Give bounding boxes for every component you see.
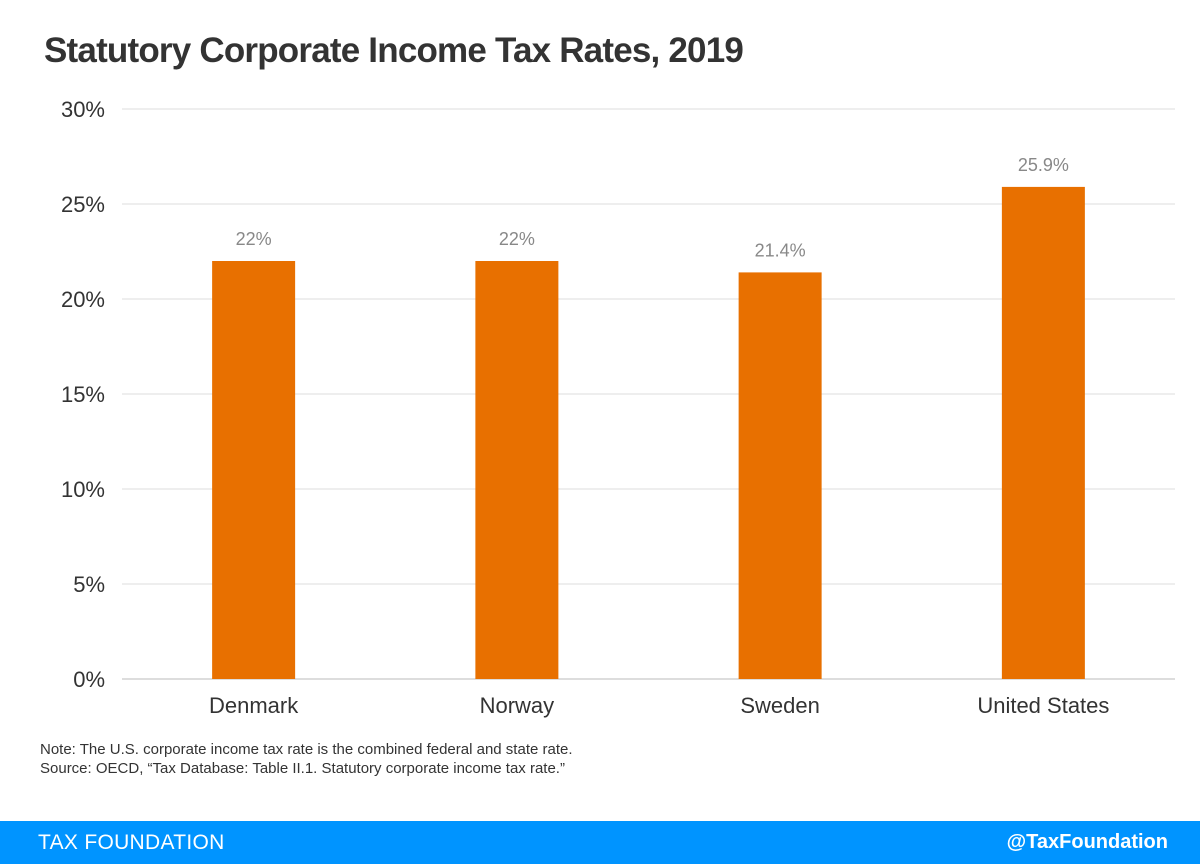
y-tick-label: 5% xyxy=(73,572,105,597)
x-category-label: Norway xyxy=(480,693,555,718)
x-category-label: Sweden xyxy=(740,693,820,718)
data-label: 22% xyxy=(236,229,272,249)
footer-bar: TAX FOUNDATION @TaxFoundation xyxy=(0,821,1200,864)
bar xyxy=(738,272,822,679)
data-label: 25.9% xyxy=(1018,155,1069,175)
bar xyxy=(1001,186,1085,679)
source-text: Source: OECD, “Tax Database: Table II.1.… xyxy=(40,760,565,777)
chart-title: Statutory Corporate Income Tax Rates, 20… xyxy=(44,31,744,70)
brand-label: TAX FOUNDATION xyxy=(38,831,225,854)
bar xyxy=(475,261,559,679)
note-text: Note: The U.S. corporate income tax rate… xyxy=(40,741,573,758)
y-tick-label: 0% xyxy=(73,667,105,692)
bar xyxy=(212,261,296,679)
chart-notes: Note: The U.S. corporate income tax rate… xyxy=(40,740,573,778)
y-tick-label: 15% xyxy=(61,382,105,407)
y-tick-label: 20% xyxy=(61,287,105,312)
y-tick-label: 10% xyxy=(61,477,105,502)
x-category-label: Denmark xyxy=(209,693,299,718)
x-category-label: United States xyxy=(977,693,1109,718)
data-label: 21.4% xyxy=(755,240,806,260)
twitter-handle: @TaxFoundation xyxy=(1006,831,1168,853)
bar-chart: 0% 5% 10% 15% 20% 25% 30% 22% Denmark 22% Norway 21… xyxy=(61,97,1175,718)
data-label: 22% xyxy=(499,229,535,249)
y-tick-label: 25% xyxy=(61,192,105,217)
y-tick-label: 30% xyxy=(61,97,105,122)
